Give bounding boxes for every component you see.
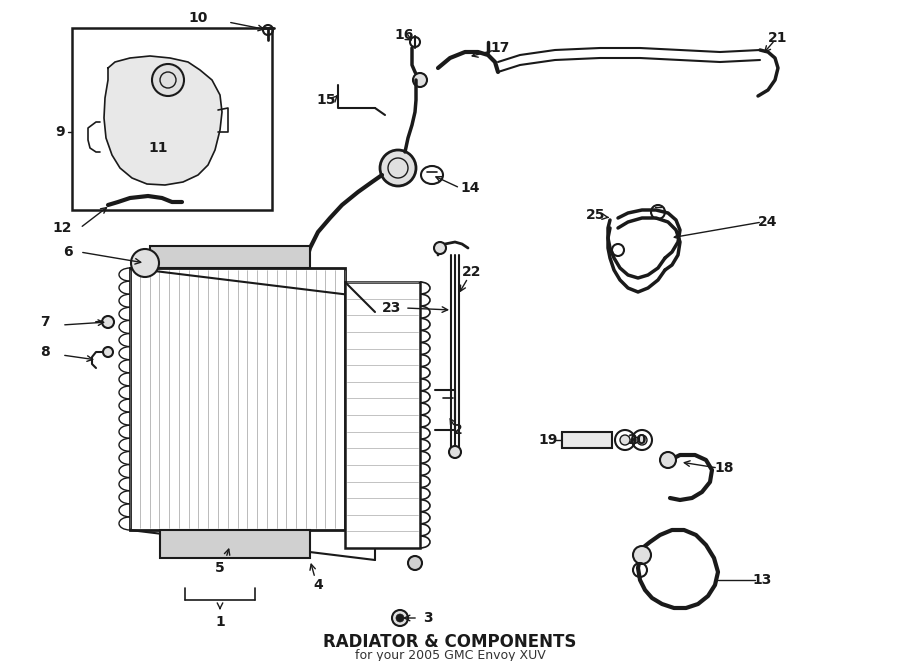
Text: 13: 13 [752, 573, 771, 587]
Text: 6: 6 [63, 245, 73, 259]
Text: 22: 22 [463, 265, 482, 279]
Circle shape [102, 316, 114, 328]
Circle shape [131, 249, 159, 277]
Circle shape [413, 73, 427, 87]
Text: 20: 20 [628, 433, 648, 447]
Text: for your 2005 GMC Envoy XUV: for your 2005 GMC Envoy XUV [355, 650, 545, 661]
Text: 10: 10 [188, 11, 208, 25]
Circle shape [434, 242, 446, 254]
Text: 8: 8 [40, 345, 50, 359]
Circle shape [380, 150, 416, 186]
Circle shape [633, 546, 651, 564]
Text: 23: 23 [382, 301, 401, 315]
Text: 15: 15 [316, 93, 336, 107]
Text: 24: 24 [758, 215, 778, 229]
Bar [72, 28, 272, 210]
Circle shape [152, 64, 184, 96]
Circle shape [449, 446, 461, 458]
Circle shape [637, 435, 647, 445]
Text: 16: 16 [394, 28, 414, 42]
Text: 7: 7 [40, 315, 50, 329]
Circle shape [396, 614, 404, 622]
Text: 11: 11 [148, 141, 167, 155]
Circle shape [392, 610, 408, 626]
Text: 1: 1 [215, 615, 225, 629]
Text: 5: 5 [215, 561, 225, 575]
Bar [345, 282, 420, 548]
Circle shape [660, 452, 676, 468]
Circle shape [103, 347, 113, 357]
Bar [562, 432, 612, 448]
Text: 9: 9 [55, 125, 65, 139]
Text: RADIATOR & COMPONENTS: RADIATOR & COMPONENTS [323, 633, 577, 651]
Text: 21: 21 [769, 31, 788, 45]
Text: 4: 4 [313, 578, 323, 592]
Text: 14: 14 [460, 181, 480, 195]
Text: 12: 12 [52, 221, 72, 235]
Circle shape [620, 435, 630, 445]
Text: 3: 3 [423, 611, 433, 625]
Circle shape [408, 556, 422, 570]
Text: 19: 19 [538, 433, 558, 447]
Text: 17: 17 [491, 41, 509, 55]
Bar [130, 268, 345, 530]
Text: 18: 18 [715, 461, 733, 475]
Bar [150, 246, 310, 268]
Text: 25: 25 [586, 208, 606, 222]
Text: 2: 2 [453, 423, 463, 437]
Polygon shape [104, 56, 222, 185]
Bar [160, 530, 310, 558]
